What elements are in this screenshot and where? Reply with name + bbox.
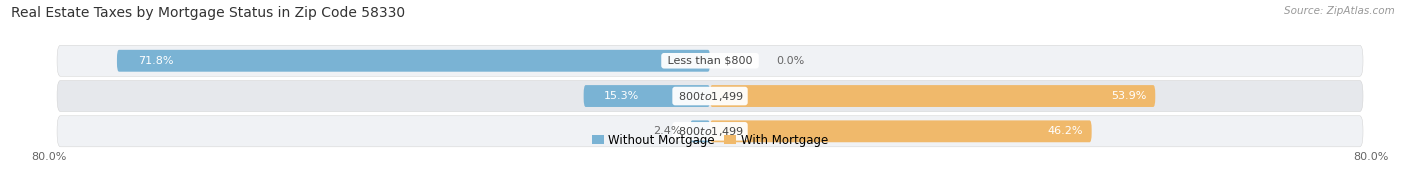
FancyBboxPatch shape	[690, 120, 710, 142]
Text: 53.9%: 53.9%	[1112, 91, 1147, 101]
Text: 0.0%: 0.0%	[776, 56, 804, 66]
Legend: Without Mortgage, With Mortgage: Without Mortgage, With Mortgage	[588, 129, 832, 152]
FancyBboxPatch shape	[117, 50, 710, 72]
FancyBboxPatch shape	[58, 81, 1362, 112]
FancyBboxPatch shape	[710, 120, 1091, 142]
FancyBboxPatch shape	[710, 85, 1156, 107]
Text: 71.8%: 71.8%	[138, 56, 173, 66]
Text: Less than $800: Less than $800	[664, 56, 756, 66]
FancyBboxPatch shape	[583, 85, 710, 107]
Text: 46.2%: 46.2%	[1047, 126, 1084, 136]
FancyBboxPatch shape	[58, 45, 1362, 76]
Text: 15.3%: 15.3%	[605, 91, 640, 101]
Text: 2.4%: 2.4%	[654, 126, 682, 136]
FancyBboxPatch shape	[58, 116, 1362, 147]
Text: Real Estate Taxes by Mortgage Status in Zip Code 58330: Real Estate Taxes by Mortgage Status in …	[11, 6, 405, 20]
Text: Source: ZipAtlas.com: Source: ZipAtlas.com	[1284, 6, 1395, 16]
Text: $800 to $1,499: $800 to $1,499	[675, 125, 745, 138]
Text: $800 to $1,499: $800 to $1,499	[675, 90, 745, 103]
